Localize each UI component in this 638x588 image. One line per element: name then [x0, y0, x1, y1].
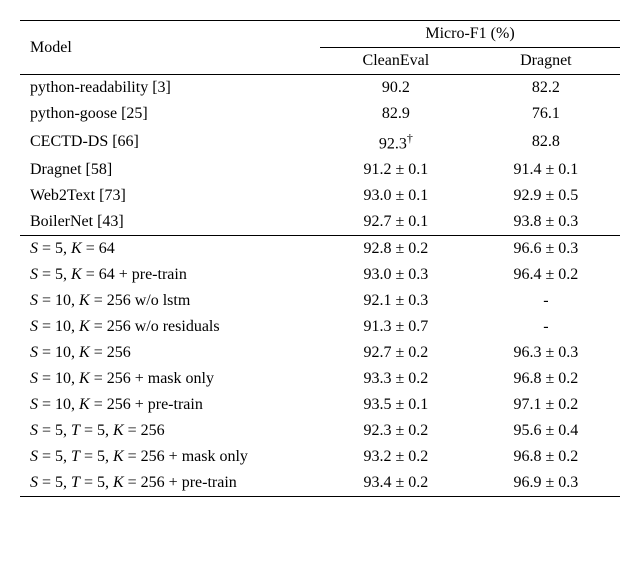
value-cell: -: [472, 288, 620, 314]
value-cell: 92.1 ± 0.3: [320, 288, 472, 314]
model-cell: Web2Text [73]: [20, 183, 320, 209]
value-cell: 96.8 ± 0.2: [472, 444, 620, 470]
value-cell: 92.7 ± 0.2: [320, 340, 472, 366]
model-cell: S = 10, K = 256 w/o lstm: [20, 288, 320, 314]
value-cell: 92.8 ± 0.2: [320, 236, 472, 263]
model-cell: python-readability [3]: [20, 75, 320, 102]
table-row: S = 10, K = 256 w/o lstm92.1 ± 0.3-: [20, 288, 620, 314]
table-row: Dragnet [58]91.2 ± 0.191.4 ± 0.1: [20, 157, 620, 183]
value-cell: 95.6 ± 0.4: [472, 418, 620, 444]
table-row: S = 10, K = 256 + mask only93.3 ± 0.296.…: [20, 366, 620, 392]
table-row: python-readability [3]90.282.2: [20, 75, 620, 102]
model-cell: S = 5, T = 5, K = 256 + pre-train: [20, 470, 320, 497]
table-body-ours: S = 5, K = 6492.8 ± 0.296.6 ± 0.3S = 5, …: [20, 236, 620, 497]
table-row: S = 5, K = 6492.8 ± 0.296.6 ± 0.3: [20, 236, 620, 263]
model-cell: S = 10, K = 256: [20, 340, 320, 366]
value-cell: 93.4 ± 0.2: [320, 470, 472, 497]
model-cell: S = 10, K = 256 + mask only: [20, 366, 320, 392]
model-cell: CECTD-DS [66]: [20, 127, 320, 157]
table-row: Web2Text [73]93.0 ± 0.192.9 ± 0.5: [20, 183, 620, 209]
value-cell: 92.9 ± 0.5: [472, 183, 620, 209]
value-cell: 93.2 ± 0.2: [320, 444, 472, 470]
value-cell: 91.2 ± 0.1: [320, 157, 472, 183]
model-cell: S = 10, K = 256 + pre-train: [20, 392, 320, 418]
value-cell: 76.1: [472, 101, 620, 127]
model-cell: S = 5, T = 5, K = 256: [20, 418, 320, 444]
value-cell: 92.7 ± 0.1: [320, 209, 472, 236]
table-row: S = 10, K = 256 w/o residuals91.3 ± 0.7-: [20, 314, 620, 340]
model-cell: S = 5, K = 64: [20, 236, 320, 263]
value-cell: 93.8 ± 0.3: [472, 209, 620, 236]
table-row: BoilerNet [43]92.7 ± 0.193.8 ± 0.3: [20, 209, 620, 236]
header-col2: Dragnet: [472, 48, 620, 75]
value-cell: 96.9 ± 0.3: [472, 470, 620, 497]
table-row: python-goose [25]82.976.1: [20, 101, 620, 127]
model-cell: S = 10, K = 256 w/o residuals: [20, 314, 320, 340]
value-cell: 93.0 ± 0.1: [320, 183, 472, 209]
model-cell: BoilerNet [43]: [20, 209, 320, 236]
value-cell: 96.8 ± 0.2: [472, 366, 620, 392]
value-cell: 97.1 ± 0.2: [472, 392, 620, 418]
value-cell: 82.9: [320, 101, 472, 127]
table-row: S = 5, T = 5, K = 256 + pre-train93.4 ± …: [20, 470, 620, 497]
value-cell: 93.5 ± 0.1: [320, 392, 472, 418]
value-cell: 92.3†: [320, 127, 472, 157]
model-cell: S = 5, T = 5, K = 256 + mask only: [20, 444, 320, 470]
header-metric: Micro-F1 (%): [320, 21, 620, 48]
value-cell: 92.3 ± 0.2: [320, 418, 472, 444]
value-cell: 91.3 ± 0.7: [320, 314, 472, 340]
value-cell: 96.6 ± 0.3: [472, 236, 620, 263]
table-row: CECTD-DS [66]92.3†82.8: [20, 127, 620, 157]
value-cell: 91.4 ± 0.1: [472, 157, 620, 183]
results-table-container: Model Micro-F1 (%) CleanEval Dragnet pyt…: [20, 20, 620, 497]
value-cell: 96.4 ± 0.2: [472, 262, 620, 288]
table-row: S = 10, K = 25692.7 ± 0.296.3 ± 0.3: [20, 340, 620, 366]
header-col1: CleanEval: [320, 48, 472, 75]
model-cell: S = 5, K = 64 + pre-train: [20, 262, 320, 288]
model-cell: Dragnet [58]: [20, 157, 320, 183]
header-model: Model: [20, 21, 320, 75]
value-cell: 90.2: [320, 75, 472, 102]
model-cell: python-goose [25]: [20, 101, 320, 127]
value-cell: 82.2: [472, 75, 620, 102]
results-table: Model Micro-F1 (%) CleanEval Dragnet pyt…: [20, 20, 620, 497]
value-cell: 82.8: [472, 127, 620, 157]
table-body-baselines: python-readability [3]90.282.2python-goo…: [20, 75, 620, 236]
value-cell: -: [472, 314, 620, 340]
value-cell: 96.3 ± 0.3: [472, 340, 620, 366]
value-cell: 93.0 ± 0.3: [320, 262, 472, 288]
table-row: S = 5, T = 5, K = 25692.3 ± 0.295.6 ± 0.…: [20, 418, 620, 444]
table-row: S = 5, T = 5, K = 256 + mask only93.2 ± …: [20, 444, 620, 470]
table-row: S = 10, K = 256 + pre-train93.5 ± 0.197.…: [20, 392, 620, 418]
value-cell: 93.3 ± 0.2: [320, 366, 472, 392]
table-row: S = 5, K = 64 + pre-train93.0 ± 0.396.4 …: [20, 262, 620, 288]
